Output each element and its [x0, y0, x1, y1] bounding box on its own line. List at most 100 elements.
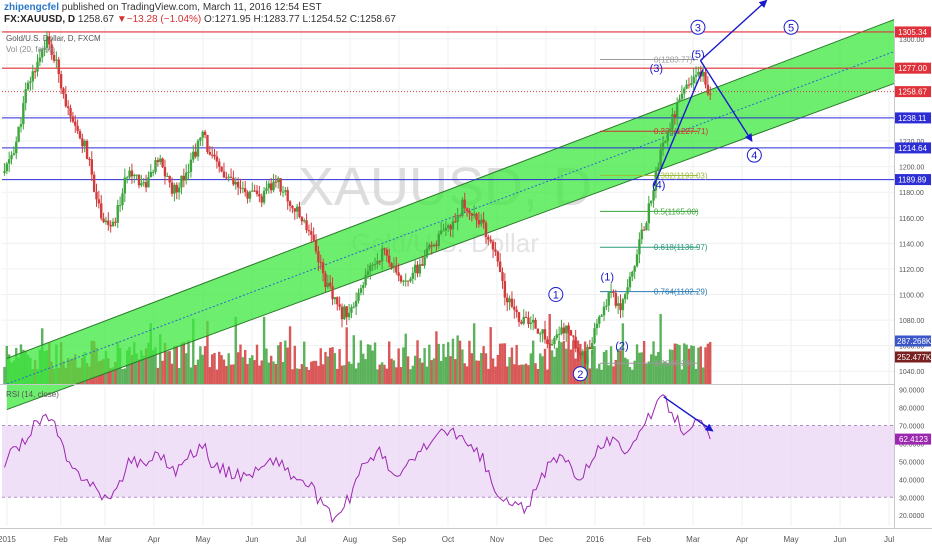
volume-bar — [383, 364, 386, 384]
candle-body — [579, 352, 582, 356]
volume-bar — [196, 359, 200, 384]
horizontal-levels[interactable] — [2, 31, 894, 181]
candle-body — [649, 200, 653, 204]
candle-body — [432, 244, 436, 247]
candle-body — [406, 280, 410, 282]
candle-body — [557, 333, 561, 335]
time-tick-label: Mar — [98, 535, 112, 544]
candle-body — [66, 106, 70, 108]
symbol-name[interactable]: FX:XAUUSD, D — [4, 14, 76, 25]
volume-bar — [350, 363, 353, 384]
volume-bar — [472, 323, 476, 384]
volume-bar — [423, 348, 426, 384]
volume-bar — [265, 348, 268, 384]
publisher-line: zhipengcfel published on TradingView.com… — [4, 2, 322, 13]
volume-bar — [307, 369, 311, 384]
candle-body — [678, 99, 681, 103]
volume-bar — [680, 369, 684, 384]
rsi-tick-label: 20.0000 — [899, 513, 924, 520]
candle-body — [522, 316, 525, 324]
candle-body — [310, 231, 313, 235]
candle-body — [133, 174, 136, 177]
candle-body — [246, 192, 249, 199]
price-axis[interactable]: 1040.00 1060.00 1080.00 1100.00 1120.00 1140.… — [895, 26, 932, 376]
candle-body — [529, 322, 533, 325]
wave-label: (2) — [615, 341, 628, 353]
candle-body — [546, 339, 549, 344]
candle-body — [55, 59, 58, 61]
candle-body — [128, 170, 131, 178]
candle-body — [295, 206, 299, 212]
volume-bar — [642, 340, 646, 384]
candle-body — [10, 155, 13, 160]
volume-bar — [137, 359, 141, 384]
candle-body — [364, 275, 367, 286]
candle-body — [125, 177, 129, 179]
volume-bar — [279, 342, 282, 384]
candle-body — [234, 181, 237, 185]
candle-body — [418, 264, 422, 274]
candle-body — [383, 248, 386, 250]
volume-bar — [159, 334, 162, 384]
candle-body — [524, 316, 528, 318]
time-axis[interactable]: 2015 Feb Mar Apr May Jun Jul Aug Sep Oct Nov Dec 201… — [0, 535, 894, 544]
volume-bar — [524, 363, 528, 384]
volume-bar — [548, 314, 551, 384]
volume-bar — [305, 366, 308, 384]
candle-body — [321, 262, 325, 274]
volume-bar — [494, 366, 497, 384]
volume-bar — [475, 360, 478, 384]
volume-bar — [203, 346, 207, 384]
volume-bar — [560, 342, 563, 384]
volume-bar — [144, 348, 148, 384]
rsi-axis[interactable]: 20.0000 30.0000 40.0000 50.0000 60.0000 70.00… — [895, 388, 931, 521]
price-tick-label: 1060.00 — [899, 344, 924, 351]
fib-label: 1(1046.23) — [654, 359, 693, 368]
volume-bar — [690, 345, 693, 384]
candle-body — [279, 178, 282, 192]
level-price-badge-text: 1258.67 — [898, 88, 927, 97]
volume-bar — [298, 368, 301, 384]
volume-bar — [654, 355, 658, 384]
candle-body — [109, 224, 112, 227]
wave-circle — [572, 366, 588, 382]
volume-bar — [614, 359, 617, 384]
candle-body — [402, 280, 405, 282]
candle-body — [616, 303, 620, 306]
volume-bar — [192, 318, 195, 384]
fib-label: 0.618(1136.97) — [654, 243, 708, 252]
volume-bar — [449, 356, 452, 384]
candle-body — [472, 213, 476, 216]
volume-bar — [128, 346, 131, 384]
volume-bar — [498, 343, 502, 384]
elliott-wave-annotations[interactable]: 1 2 (1) (2) (3) (4) (5) 3 4 5 — [548, 0, 799, 382]
candle-body — [362, 285, 365, 289]
candle-body — [236, 181, 240, 188]
candle-body — [170, 182, 174, 194]
candle-body — [92, 174, 96, 192]
level-price-badge — [895, 62, 931, 74]
volume-bar — [506, 366, 509, 384]
volume-bar — [675, 343, 679, 384]
last-price: 1258.67 — [77, 14, 115, 25]
author-link[interactable]: zhipengcfel — [4, 2, 60, 13]
volume-bar — [371, 350, 374, 384]
candle-body — [147, 177, 150, 188]
candle-body — [683, 88, 686, 94]
volume-bar — [3, 366, 6, 384]
candle-body — [392, 265, 396, 268]
candle-body — [385, 249, 389, 256]
price-tick-label: 1140.00 — [899, 241, 924, 248]
candle-body — [203, 131, 207, 136]
volume-bar — [354, 368, 358, 384]
candle-body — [336, 297, 339, 305]
candle-body — [19, 124, 23, 127]
volume-bar — [647, 361, 651, 384]
candle-body — [196, 140, 200, 157]
candle-body — [232, 177, 235, 185]
level-price-badge — [895, 112, 931, 124]
candle-body — [41, 49, 44, 58]
candle-body — [428, 244, 431, 249]
time-tick-label: 2016 — [586, 535, 604, 544]
